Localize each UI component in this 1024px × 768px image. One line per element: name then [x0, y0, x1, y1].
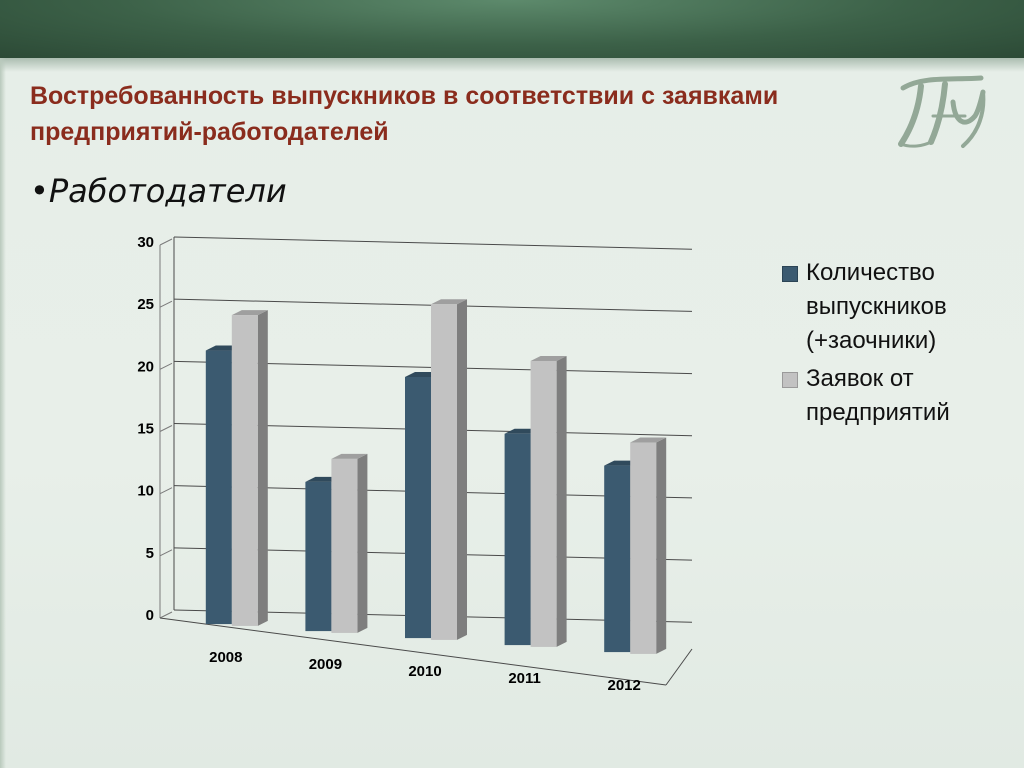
grid-line: [173, 236, 693, 250]
y-tick-label: 25: [137, 296, 154, 313]
floor-front-edge: [159, 617, 667, 686]
bar-side: [556, 355, 567, 647]
tick-mark: [159, 238, 173, 246]
bar-side: [357, 453, 368, 633]
tick-mark: [159, 611, 173, 619]
legend-label-graduates: Количество выпускников (+заочники): [806, 259, 947, 354]
x-tick-label: 2008: [209, 649, 242, 666]
chart-legend: Количество выпускников (+заочники) Заяво…: [782, 256, 1002, 434]
bar-side: [457, 299, 467, 640]
bar-top: [530, 355, 567, 361]
bar-top: [431, 299, 467, 305]
bar: [205, 350, 232, 625]
bar: [530, 360, 557, 647]
bar-chart: 0 5 10 15 20 25 30 2008 2009 2010 2011 2012: [137, 234, 693, 694]
bar-top: [331, 453, 368, 459]
bullet-symbol: •: [30, 172, 49, 210]
header-band: [0, 0, 1024, 72]
bar: [405, 376, 431, 639]
tick-mark: [159, 300, 173, 308]
bar: [630, 442, 657, 654]
tick-mark: [159, 487, 173, 495]
bar-side: [656, 437, 667, 654]
x-tick-label: 2011: [508, 670, 541, 687]
legend-item-graduates: Количество выпускников (+заочники): [782, 256, 1002, 358]
bar: [431, 304, 457, 640]
x-tick-label: 2012: [608, 677, 641, 694]
bar-top: [630, 437, 667, 443]
x-tick-label: 2010: [408, 663, 441, 680]
y-tick-label: 0: [146, 607, 154, 624]
bullet-item: •Работодатели: [30, 172, 287, 210]
bar-top: [231, 310, 268, 316]
slide-title: Востребованность выпускников в соответст…: [30, 82, 779, 146]
bar: [504, 433, 531, 646]
legend-item-requests: Заявок от предприятий: [782, 362, 1002, 430]
legend-swatch-graduates: [782, 266, 798, 282]
legend-label-requests: Заявок от предприятий: [806, 365, 950, 426]
bar-side: [257, 310, 268, 626]
x-tick-label: 2009: [309, 656, 342, 673]
logo-monogram-icon: [898, 75, 986, 148]
y-tick-label: 15: [137, 421, 154, 438]
tick-mark: [159, 362, 173, 370]
y-tick-label: 30: [137, 234, 154, 251]
tick-mark: [159, 425, 173, 432]
slide-edge: [0, 58, 6, 768]
bar: [305, 481, 332, 632]
floor-side-edge: [665, 648, 693, 686]
y-tick-label: 20: [137, 358, 154, 375]
university-monogram-logo: [893, 66, 993, 156]
bar: [604, 465, 631, 653]
bar: [331, 458, 358, 633]
legend-swatch-requests: [782, 372, 798, 388]
bullet-text: Работодатели: [48, 172, 287, 210]
y-tick-label: 5: [146, 545, 154, 562]
bar: [231, 315, 258, 626]
y-tick-label: 10: [137, 483, 154, 500]
tick-mark: [159, 549, 173, 557]
